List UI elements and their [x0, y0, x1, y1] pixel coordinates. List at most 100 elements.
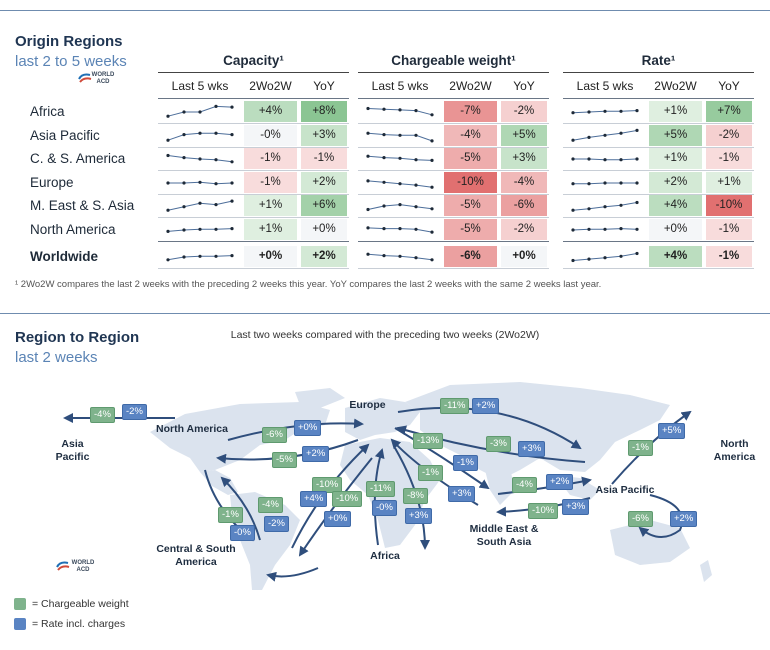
region-label-3: Europe [30, 174, 74, 190]
cell-yoy-2-2: -1% [706, 148, 752, 169]
cell-2wo2w-2-0: +1% [649, 101, 702, 122]
legend-label-rate: = Rate incl. charges [32, 618, 126, 630]
sparkline-point-0-2-0 [166, 153, 170, 158]
row-rule-1-4 [358, 217, 549, 218]
sparkline-point-0-2-1 [182, 156, 186, 160]
sparkline-point-2-4-3 [619, 203, 623, 207]
sparkline-point-2-4-4 [635, 200, 639, 205]
row-rule-1-5 [358, 240, 549, 242]
cell-yoy-2-5: -1% [706, 218, 752, 240]
sparkline-0-5 [166, 226, 234, 233]
cell-yoy-2-6: -1% [706, 246, 752, 267]
sparkline-1-4 [366, 203, 434, 212]
origin-subtitle: last 2 to 5 weeks [15, 53, 127, 70]
sparkline-point-2-0-3 [619, 109, 623, 113]
sparkline-2-0 [571, 109, 639, 115]
map-subtitle: last 2 weeks [15, 349, 98, 366]
cell-yoy-0-1: +3% [301, 124, 347, 146]
sparkline-2-5 [571, 226, 639, 232]
sparkline-point-2-2-4 [635, 157, 639, 161]
sparkline-point-0-2-2 [198, 157, 202, 161]
cell-2wo2w-1-6: -6% [444, 246, 497, 267]
cell-2wo2w-0-1: -0% [244, 124, 297, 146]
col-header-0-2: YoY [313, 79, 335, 93]
group-title-chargeable_weight: Chargeable weight¹ [391, 53, 516, 68]
sparkline-2-3 [571, 180, 639, 185]
group-rule-2 [563, 72, 754, 73]
label-north-america: North America [156, 423, 228, 435]
flow-rate-badge-7: +5% [658, 423, 686, 439]
flow-rate-badge-9: +3% [562, 499, 590, 515]
sparkline-point-0-3-1 [182, 180, 186, 185]
logo-text-map: WORLD ACD [71, 560, 95, 573]
sparkline-point-0-6-3 [214, 254, 218, 258]
flow-rate-badge-15: -0% [372, 500, 397, 516]
sparkline-point-0-6-1 [182, 255, 186, 259]
flow-weight-badge-11: -1% [218, 507, 243, 523]
sparkline-point-0-4-1 [182, 205, 186, 209]
flow-weight-badge-0: -4% [90, 407, 115, 423]
sparkline-point-1-3-2 [398, 181, 402, 185]
sparkline-point-2-5-0 [571, 227, 575, 232]
flow-weight-badge-15: -11% [366, 481, 396, 497]
sparkline-point-1-2-2 [398, 156, 402, 160]
header-rule-2 [563, 98, 754, 99]
flow-rate-badge-16: +3% [405, 508, 433, 524]
cell-yoy-1-4: -6% [501, 195, 547, 216]
flow-rate-badge-10: +2% [670, 511, 698, 527]
region-label-1: Asia Pacific [30, 127, 100, 143]
sparkline-0-1 [166, 131, 234, 142]
continent-greenland [295, 388, 345, 408]
sparkline-point-0-4-4 [230, 199, 234, 203]
row-rule-0-0 [158, 123, 349, 124]
sparkline-point-0-5-2 [198, 227, 202, 231]
sparkline-point-1-3-0 [366, 178, 370, 182]
cell-yoy-2-1: -2% [706, 124, 752, 146]
cell-yoy-1-2: +3% [501, 148, 547, 169]
logo-swirl-icon [78, 73, 92, 83]
sparkline-point-1-0-0 [366, 106, 370, 111]
sparkline-point-1-0-4 [430, 113, 434, 117]
legend-label-weight: = Chargeable weight [32, 598, 129, 610]
row-rule-0-2 [158, 170, 349, 171]
sparkline-point-1-1-3 [414, 133, 418, 137]
cell-yoy-1-3: -4% [501, 171, 547, 193]
sparkline-point-0-1-4 [230, 132, 234, 136]
cell-2wo2w-1-4: -5% [444, 195, 497, 216]
sparkline-0-4 [166, 199, 234, 212]
label-central-south-america: Central & South America [156, 543, 236, 568]
arrow-ap-ap [638, 494, 683, 538]
sparkline-point-2-5-3 [619, 226, 623, 230]
label-asia-pacific-west: Asia Pacific [55, 438, 90, 463]
sparkline-point-2-6-0 [571, 258, 575, 263]
sparkline-point-2-3-3 [619, 180, 623, 185]
sparkline-point-1-6-0 [366, 252, 370, 256]
flow-weight-badge-8: -4% [512, 477, 537, 493]
sparkline-point-2-5-4 [635, 227, 639, 231]
sparkline-point-1-2-0 [366, 154, 370, 158]
sparkline-point-0-0-0 [166, 114, 170, 118]
label-europe: Europe [349, 399, 386, 411]
flow-weight-badge-12: -4% [258, 497, 283, 513]
row-rule-0-5 [158, 240, 349, 242]
cell-2wo2w-1-0: -7% [444, 101, 497, 122]
flow-weight-badge-14: -10% [332, 491, 363, 507]
sparkline-point-1-1-2 [398, 133, 402, 137]
map-title: Region to Region [15, 329, 140, 346]
sparkline-point-1-0-1 [382, 107, 386, 111]
world-acd-logo-map: WORLD ACD [56, 560, 100, 574]
sparkline-point-0-4-2 [198, 201, 202, 205]
label-asia-pacific: Asia Pacific [595, 484, 655, 496]
sparkline-point-2-4-0 [571, 208, 575, 212]
cell-2wo2w-0-2: -1% [244, 148, 297, 169]
sparkline-2-4 [571, 200, 639, 212]
map-caption: Last two weeks compared with the precedi… [230, 329, 540, 341]
group-rule-0 [158, 72, 349, 73]
sparkline-point-2-0-0 [571, 111, 575, 115]
cell-2wo2w-0-6: +0% [244, 246, 297, 267]
region-label-5: North America [30, 221, 116, 237]
world-acd-logo: WORLD ACD [78, 72, 118, 86]
header-rule-1 [358, 98, 549, 99]
sparkline-point-0-3-4 [230, 180, 234, 185]
footnote: ¹ 2Wo2W compares the last 2 weeks with t… [15, 279, 602, 290]
